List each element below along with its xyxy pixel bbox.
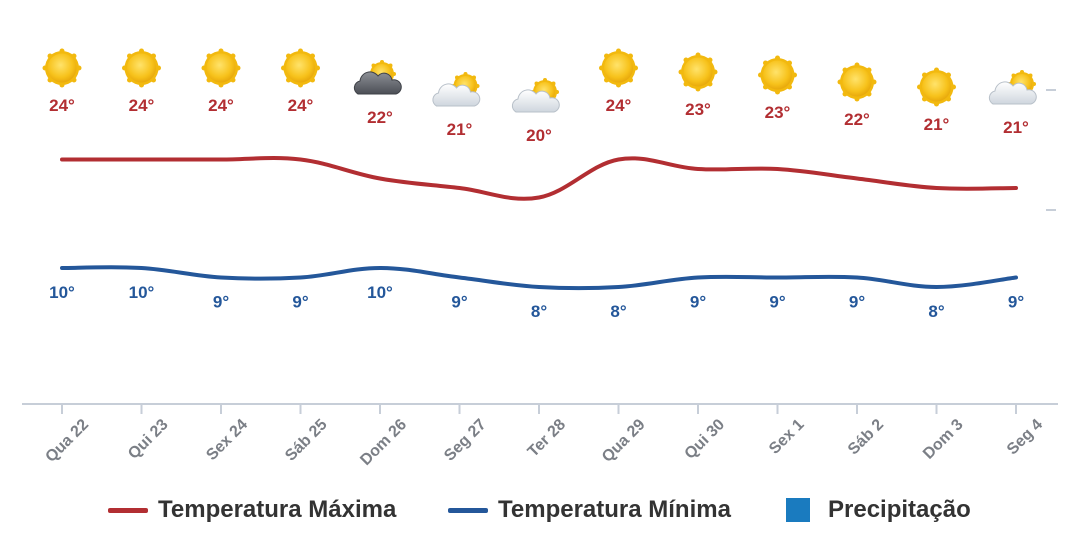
legend-max-swatch	[108, 507, 148, 513]
legend-precipitation-swatch	[786, 498, 810, 522]
partly-cloudy-icon	[432, 72, 481, 107]
sun-icon	[42, 48, 82, 88]
legend-item-max[interactable]: Temperatura Máxima	[108, 490, 396, 530]
x-tick-label: Qua 29	[599, 416, 649, 466]
forecast-chart: 24° 24° 24° 24° 22° 21° 20° 24° 23° 23° 22° 21° 21° 1…	[22, 48, 1058, 469]
partly-cloudy-icon	[511, 78, 560, 113]
legend-item-precipitation[interactable]: Precipitação	[786, 490, 971, 530]
x-tick-label: Sex 1	[766, 416, 808, 458]
sun-icon	[837, 62, 877, 102]
partly-cloudy-icon	[988, 70, 1037, 105]
sun-icon	[758, 55, 797, 95]
storm-cloud-icon	[353, 60, 402, 95]
min-temp-label: 10°	[367, 283, 393, 302]
min-temp-label: 8°	[610, 302, 626, 321]
min-temp-label: 9°	[451, 293, 467, 312]
sun-icon	[678, 52, 718, 92]
max-temp-label: 24°	[208, 96, 234, 115]
x-tick-label: Sex 24	[203, 416, 251, 464]
series-line-temperatura-minima	[60, 265, 1018, 291]
min-temp-label: 8°	[928, 302, 944, 321]
sun-icon	[122, 48, 161, 88]
max-temp-label: 24°	[129, 96, 155, 115]
min-temp-label: 9°	[292, 293, 308, 312]
sun-icon	[281, 48, 320, 88]
max-temp-label: 24°	[606, 96, 632, 115]
max-temp-label: 23°	[685, 100, 711, 119]
legend-precipitation-label: Precipitação	[828, 496, 971, 523]
sun-icon	[917, 67, 956, 107]
max-temp-label: 22°	[844, 110, 870, 129]
min-temp-label: 9°	[1008, 293, 1024, 312]
x-tick-label: Qui 23	[125, 416, 172, 463]
max-temp-label: 23°	[765, 103, 791, 122]
max-temp-label: 24°	[288, 96, 314, 115]
legend-min-label: Temperatura Mínima	[498, 496, 731, 523]
x-tick-label: Ter 28	[525, 416, 570, 461]
max-temp-label: 22°	[367, 108, 393, 127]
x-tick-label: Seg 4	[1004, 416, 1046, 458]
chart-legend: Temperatura Máxima Temperatura Mínima Pr…	[0, 490, 1080, 534]
legend-min-swatch	[448, 507, 488, 513]
min-temp-label: 9°	[849, 293, 865, 312]
x-tick-label: Sáb 25	[282, 416, 331, 465]
min-temp-label: 9°	[690, 293, 706, 312]
max-temp-label: 20°	[526, 126, 552, 145]
x-tick-label: Qua 22	[42, 416, 92, 466]
x-tick-label: Dom 26	[357, 416, 410, 469]
sun-icon	[599, 48, 638, 88]
legend-item-min[interactable]: Temperatura Mínima	[448, 490, 731, 530]
max-temp-label: 21°	[447, 120, 473, 139]
x-tick-label: Qui 30	[682, 416, 729, 463]
sun-icon	[201, 48, 241, 88]
max-temp-label: 21°	[1003, 118, 1029, 137]
min-temp-label: 9°	[769, 293, 785, 312]
min-temp-label: 9°	[213, 293, 229, 312]
min-temp-label: 10°	[129, 283, 155, 302]
min-temp-label: 10°	[49, 283, 75, 302]
x-tick-label: Sáb 2	[845, 416, 887, 458]
series-line-temperatura-maxima	[60, 155, 1018, 201]
max-temp-label: 24°	[49, 96, 75, 115]
max-temp-label: 21°	[924, 115, 950, 134]
x-tick-label: Dom 3	[920, 416, 967, 463]
legend-max-label: Temperatura Máxima	[158, 496, 397, 523]
min-temp-label: 8°	[531, 302, 547, 321]
x-tick-label: Seg 27	[441, 416, 490, 465]
